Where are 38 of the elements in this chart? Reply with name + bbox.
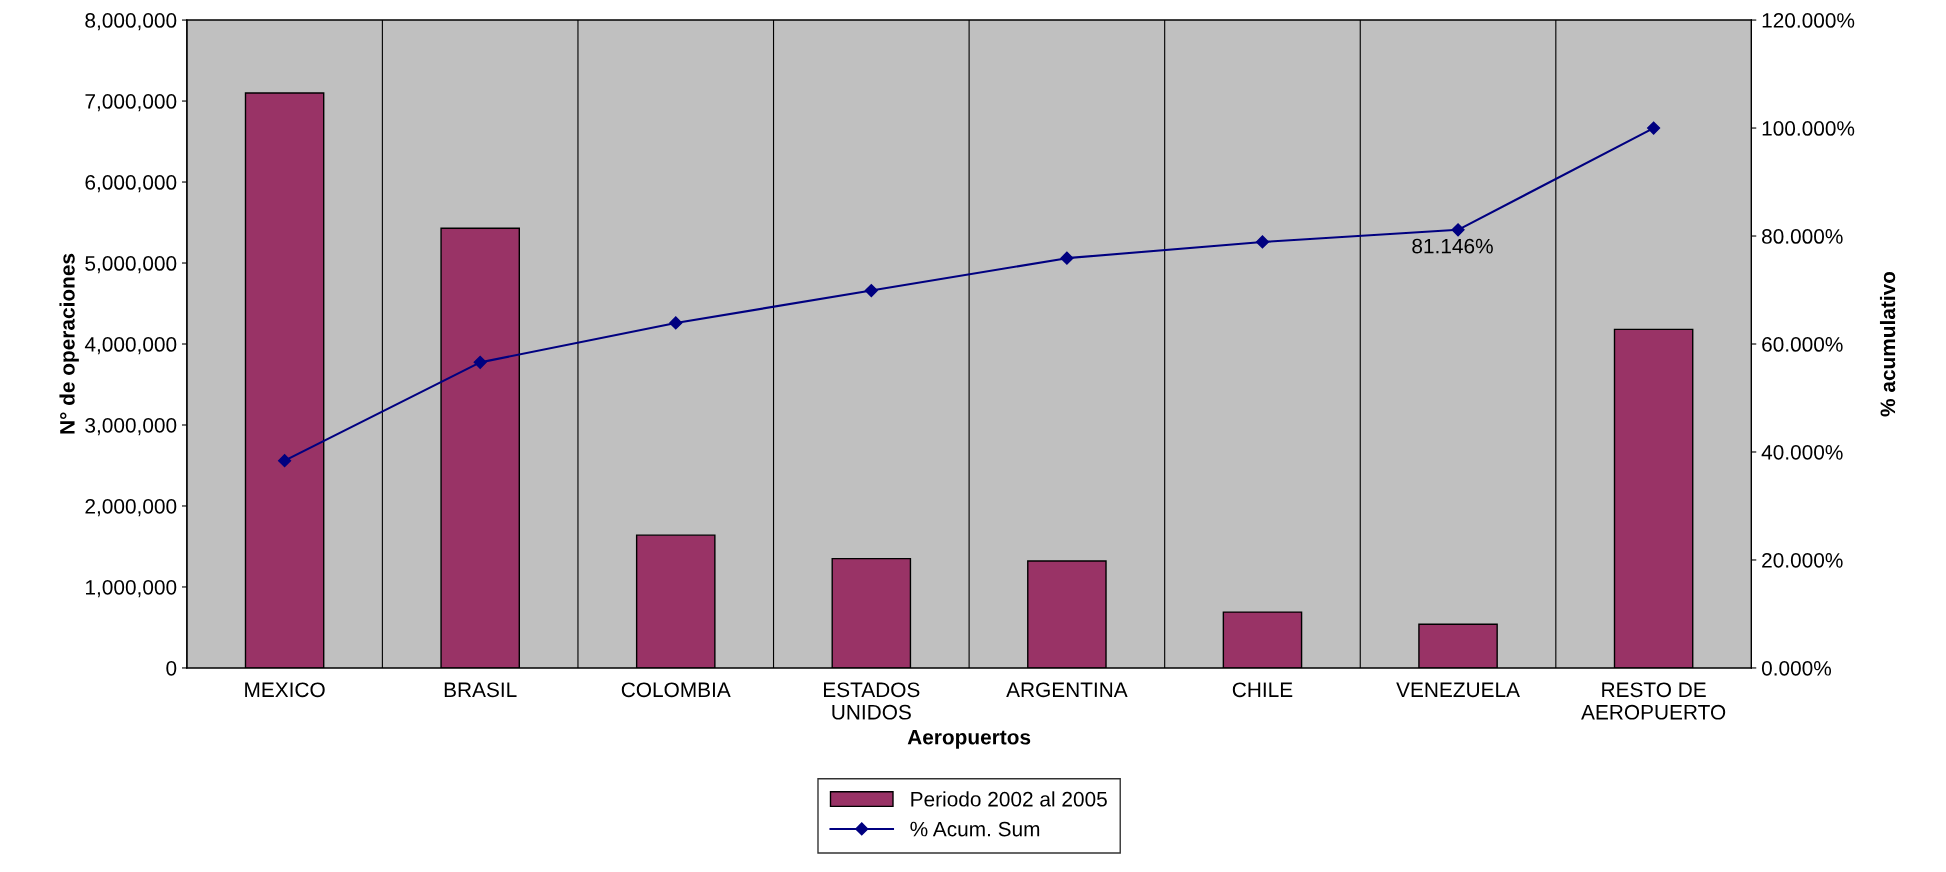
x-axis-title: Aeropuertos (907, 730, 1031, 749)
point (1255, 235, 1270, 249)
point (1451, 223, 1465, 237)
y-tick-label: 2,000,000 (85, 498, 177, 517)
y-tick-label: 0 (166, 660, 177, 676)
data-label: 81.146% (1412, 238, 1493, 254)
y-tick-label: 7,000,000 (85, 94, 177, 112)
point (669, 316, 683, 330)
y2-tick-label: 80.000% (1762, 229, 1843, 244)
y2-tick-label: 120.000% (1762, 13, 1855, 28)
legend-label: Periodo 2002 al 2005 (911, 791, 1107, 807)
x-tick-label: COLOMBIA (621, 682, 731, 698)
x-tick-label: RESTO DE AEROPUERTO (1581, 682, 1726, 720)
y2-axis-title: % acumulativo (1879, 271, 1896, 417)
y2-tick-label: 20.000% (1762, 552, 1843, 568)
y2-tick-label: 100.000% (1762, 121, 1855, 136)
y2-tick-label: 60.000% (1762, 337, 1843, 352)
point (1647, 121, 1661, 135)
y-tick-label: 1,000,000 (86, 579, 177, 598)
y-axis-title: N° de operaciones (59, 253, 79, 434)
y-tick-label: 8,000,000 (85, 13, 177, 31)
x-tick-label: ESTADOS UNIDOS (824, 682, 920, 720)
x-tick-label: MEXICO (245, 682, 325, 698)
x-tick-label: VENEZUELA (1396, 682, 1520, 698)
point (1060, 251, 1074, 265)
y-tick-label: 3,000,000 (85, 417, 177, 436)
point (278, 454, 292, 468)
point (473, 355, 487, 369)
x-tick-label: ARGENTINA (1006, 682, 1128, 698)
legend-label: % Acum. Sum (910, 821, 1040, 837)
y-tick-label: 4,000,000 (84, 337, 177, 355)
x-tick-label: BRASIL (444, 682, 517, 698)
x-tick-label: CHILE (1232, 682, 1293, 698)
y-tick-label: 6,000,000 (85, 175, 177, 193)
y2-tick-label: 40.000% (1761, 444, 1843, 460)
point (864, 283, 878, 298)
y-tick-label: 5,000,000 (85, 256, 177, 274)
y2-tick-label: 0.000% (1761, 660, 1832, 676)
